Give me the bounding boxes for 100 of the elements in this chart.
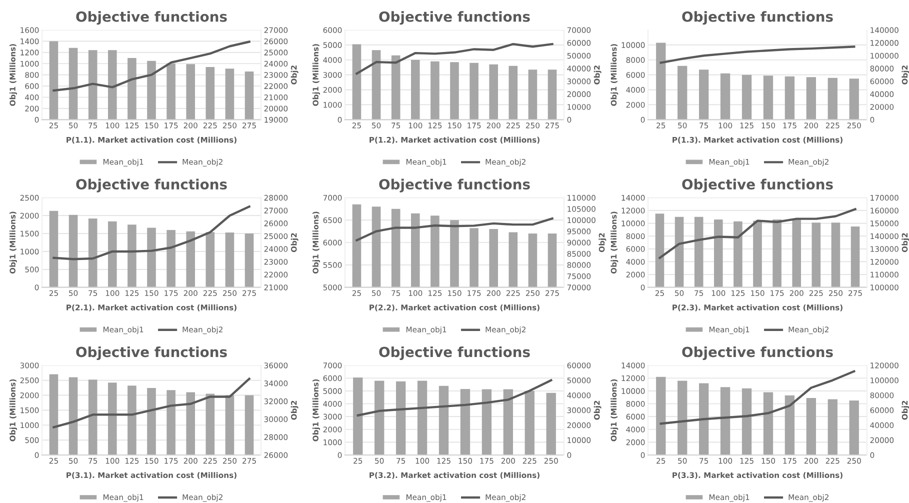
bar xyxy=(828,78,838,120)
bar xyxy=(108,50,117,120)
bar xyxy=(678,380,688,455)
bar xyxy=(88,50,98,120)
bar xyxy=(68,214,78,288)
line-series xyxy=(356,42,554,75)
bar xyxy=(763,392,774,455)
chart-title: Objective functions xyxy=(379,346,530,360)
bar xyxy=(503,389,514,455)
bar xyxy=(784,395,795,455)
bar xyxy=(128,58,136,120)
bar xyxy=(372,50,381,120)
bar xyxy=(186,392,196,455)
bar xyxy=(244,395,254,455)
bar xyxy=(225,68,234,120)
bar xyxy=(753,220,762,288)
line-series xyxy=(660,370,856,425)
bar xyxy=(353,378,363,455)
bar xyxy=(678,66,688,120)
bar xyxy=(812,222,821,288)
bar xyxy=(206,394,215,455)
bar xyxy=(225,232,234,288)
bar xyxy=(147,388,156,455)
bar xyxy=(548,70,557,120)
bar xyxy=(391,55,400,120)
bar xyxy=(108,382,117,455)
bar xyxy=(720,387,730,455)
bar xyxy=(417,380,428,455)
bar xyxy=(352,44,362,120)
bar xyxy=(806,398,816,455)
bar xyxy=(108,221,117,288)
bar xyxy=(831,222,840,288)
bar xyxy=(508,66,518,120)
bar xyxy=(460,389,470,455)
line-series xyxy=(52,40,250,92)
bar xyxy=(656,376,666,455)
bar xyxy=(698,383,709,455)
bar xyxy=(244,234,254,288)
bar xyxy=(482,389,492,455)
bar xyxy=(49,374,58,455)
bar xyxy=(698,70,709,120)
bar xyxy=(68,48,78,120)
bar xyxy=(206,232,215,288)
line-series xyxy=(52,378,250,428)
bar xyxy=(806,77,816,120)
line-series xyxy=(356,217,554,242)
bar xyxy=(147,60,156,120)
bar xyxy=(828,399,838,455)
bar xyxy=(784,76,795,120)
bar xyxy=(68,377,78,455)
line-series xyxy=(658,208,856,259)
bar xyxy=(186,231,196,288)
bar xyxy=(88,218,98,288)
bar xyxy=(742,74,752,120)
bar xyxy=(430,61,440,120)
bar xyxy=(166,390,176,455)
chart-title: Objective functions xyxy=(76,178,227,192)
chart-title: Objective functions xyxy=(682,346,833,360)
bar xyxy=(763,76,774,120)
bar xyxy=(470,62,478,120)
bar xyxy=(450,62,459,120)
bar xyxy=(742,388,752,455)
chart-title: Objective functions xyxy=(76,346,227,360)
bar xyxy=(374,380,384,455)
bar xyxy=(714,219,723,288)
bar xyxy=(225,395,234,455)
bar xyxy=(720,73,730,120)
bar xyxy=(186,64,196,120)
bar xyxy=(244,71,254,120)
bar xyxy=(128,386,136,455)
bar xyxy=(849,400,859,455)
line-series xyxy=(356,379,552,417)
bar xyxy=(166,230,176,288)
bar xyxy=(528,70,538,120)
bar xyxy=(656,42,666,120)
line-series xyxy=(52,206,250,260)
bar xyxy=(438,386,449,455)
chart-title: Objective functions xyxy=(379,178,530,192)
bar xyxy=(674,216,684,288)
bar xyxy=(128,224,136,288)
bar xyxy=(49,41,58,120)
bar xyxy=(850,226,860,288)
chart-title: Objective functions xyxy=(682,11,833,25)
bar xyxy=(849,78,859,120)
bar xyxy=(734,221,742,288)
bar xyxy=(88,380,98,455)
chart-title: Objective functions xyxy=(379,11,530,25)
chart-title: Objective functions xyxy=(682,178,833,192)
bar xyxy=(792,218,802,288)
bar xyxy=(166,64,176,120)
line-series xyxy=(660,46,856,64)
bar xyxy=(206,66,215,120)
bar xyxy=(524,390,534,455)
bar xyxy=(546,392,556,455)
chart-title: Objective functions xyxy=(76,11,227,25)
bar xyxy=(396,381,406,455)
bar xyxy=(655,214,664,288)
bar xyxy=(489,64,498,120)
bar xyxy=(694,216,704,288)
bar xyxy=(147,228,156,288)
